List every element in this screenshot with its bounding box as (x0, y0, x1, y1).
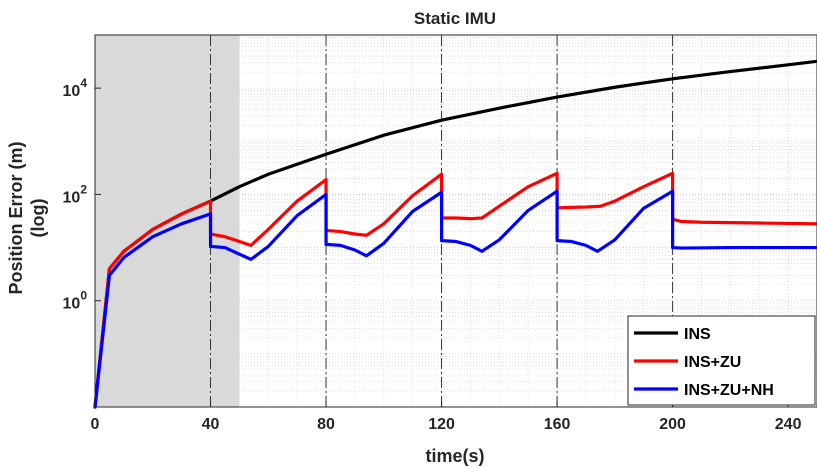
plot-frame (94, 34, 817, 408)
x-axis-label: time(s) (425, 446, 484, 466)
x-tick-label: 200 (659, 416, 686, 433)
chart-title: Static IMU (414, 9, 496, 28)
series-line-ins-zu (93, 171, 817, 409)
legend: INS INS+ZU INS+ZU+NH (627, 315, 816, 406)
x-tick-label: 120 (428, 416, 455, 433)
y-tick-label: 104 (63, 76, 88, 100)
x-tick-label: 80 (317, 416, 335, 433)
y-axis-label-log: (log) (28, 199, 48, 238)
series-line-ins-zu-nh (93, 189, 817, 409)
axis-ticks: 0 40 80 120 160 200 240 100 102 104 (63, 76, 802, 433)
series-lines (93, 59, 817, 409)
x-tick-label: 0 (91, 416, 100, 433)
y-tick-label: 100 (63, 289, 88, 313)
y-axis-label: Position Error (m) (6, 141, 26, 294)
legend-label: INS+ZU+NH (684, 382, 774, 399)
y-tick-label: 102 (63, 182, 88, 206)
x-tick-label: 160 (544, 416, 571, 433)
x-tick-label: 240 (775, 416, 802, 433)
x-tick-label: 40 (202, 416, 220, 433)
legend-label: INS+ZU (684, 354, 741, 371)
legend-label: INS (684, 326, 711, 343)
